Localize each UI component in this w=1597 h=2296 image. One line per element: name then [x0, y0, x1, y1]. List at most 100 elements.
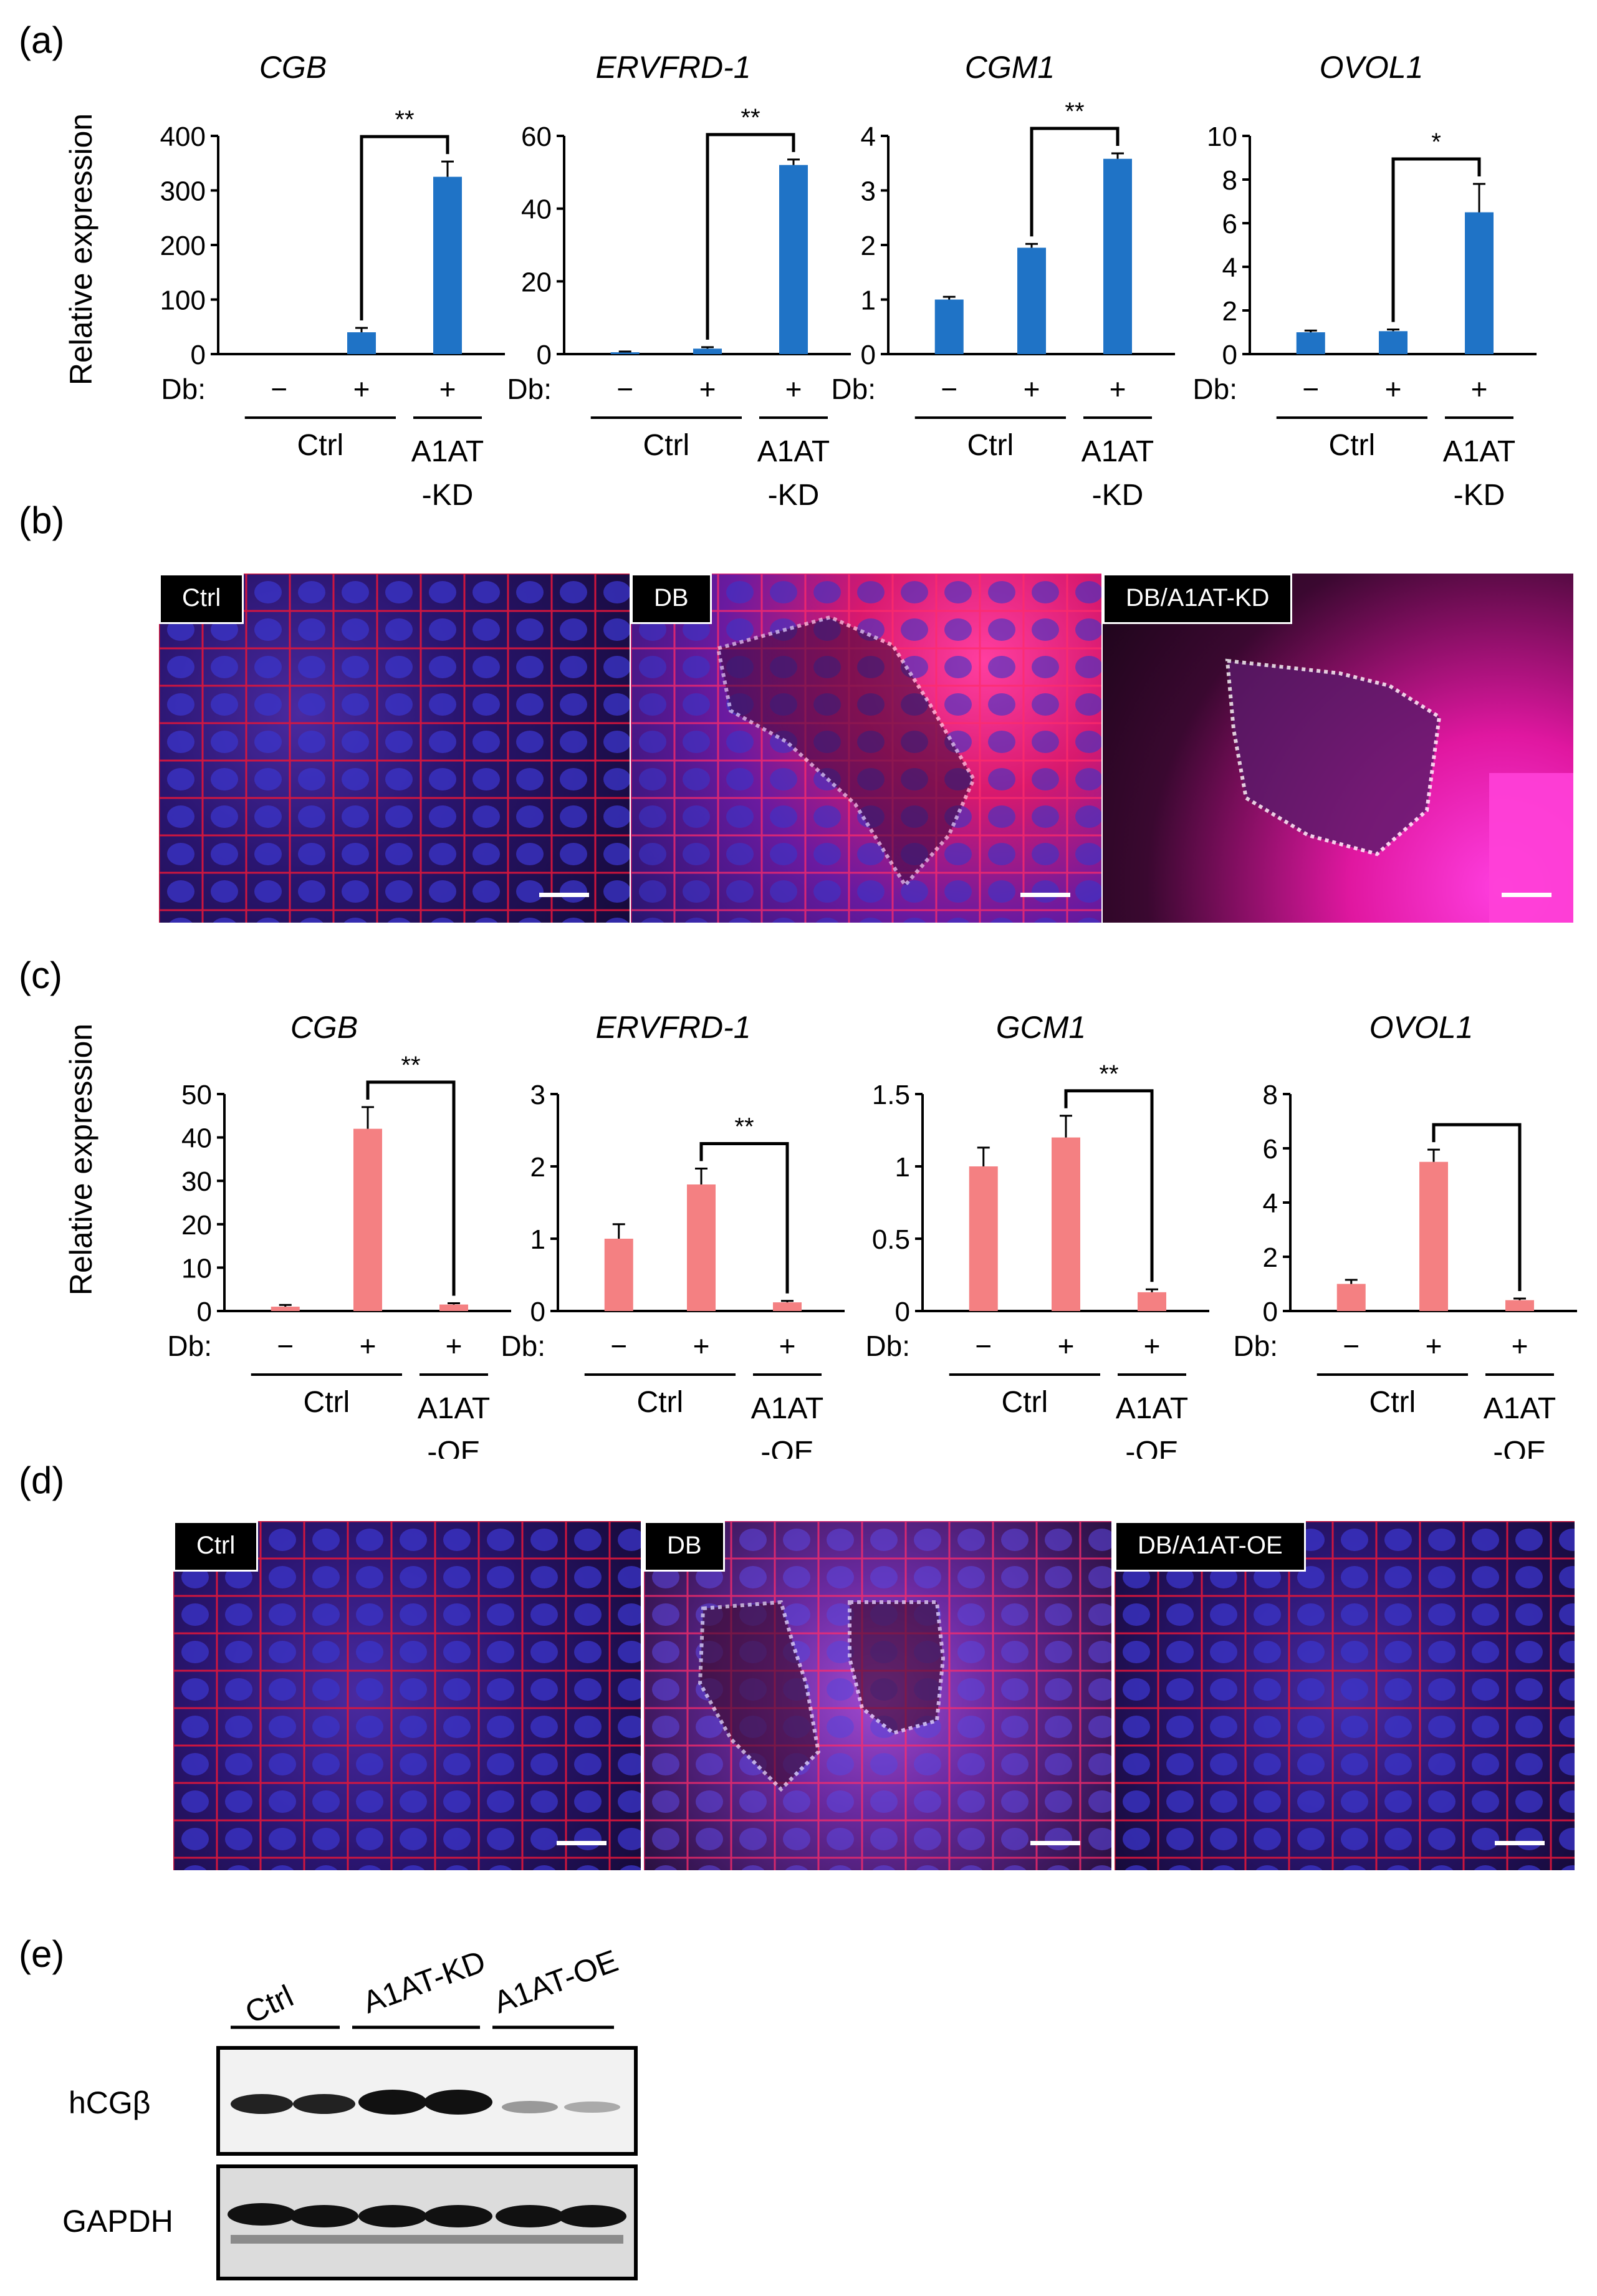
y-tick-label: 4	[1263, 1188, 1278, 1219]
db-label: Db:	[1233, 1330, 1278, 1362]
bar	[1052, 1137, 1080, 1311]
y-tick-label: 40	[181, 1123, 212, 1154]
bar	[1379, 331, 1408, 354]
db-label: Db:	[831, 373, 876, 405]
micrograph-label: DB/A1AT-KD	[1103, 574, 1293, 624]
y-tick-label: 1	[895, 1152, 910, 1183]
db-label: Db:	[501, 1330, 545, 1362]
bar	[1296, 332, 1325, 354]
bar	[969, 1166, 998, 1311]
group-label: A1AT	[418, 1392, 490, 1425]
y-tick-label: 2	[530, 1152, 545, 1183]
bar	[271, 1307, 300, 1311]
y-tick-label: 8	[1263, 1080, 1278, 1110]
y-tick-label: 3	[530, 1080, 545, 1110]
significance-bracket	[360, 135, 449, 320]
group-label: Ctrl	[297, 429, 344, 462]
condition-label: +	[699, 373, 716, 405]
significance-marker: **	[734, 1113, 754, 1140]
micrograph-label: DB	[631, 574, 712, 624]
syncytium-outline	[644, 1521, 1111, 1870]
chart-title: ERVFRD-1	[595, 50, 751, 85]
significance-bracket	[1432, 1123, 1522, 1291]
y-tick-label: 0	[537, 340, 552, 370]
condition-label: +	[1144, 1330, 1161, 1362]
y-tick-label: 30	[181, 1166, 212, 1197]
condition-label: +	[1110, 373, 1126, 405]
chart-title: GCM1	[996, 1010, 1086, 1045]
y-tick-label: 0	[895, 1297, 910, 1327]
condition-label: +	[1471, 373, 1488, 405]
significance-marker: **	[1099, 1060, 1118, 1088]
y-tick-label: 400	[160, 122, 206, 152]
bar	[1336, 1284, 1366, 1311]
condition-label: +	[1512, 1330, 1528, 1362]
condition-label: +	[360, 1330, 376, 1362]
group-label: Ctrl	[643, 429, 690, 462]
condition-label: +	[1058, 1330, 1075, 1362]
group-label: A1AT	[751, 1392, 823, 1425]
condition-label: −	[610, 1330, 627, 1362]
condition-label: +	[1385, 373, 1402, 405]
bar	[934, 299, 964, 354]
bar	[604, 1239, 633, 1311]
group-label: -KD	[768, 479, 820, 512]
y-tick-label: 200	[160, 231, 206, 261]
y-tick-label: 20	[521, 267, 552, 297]
panel-label-d: (d)	[19, 1459, 65, 1501]
bar	[347, 332, 376, 354]
chart-title: CGM1	[965, 50, 1055, 85]
bar	[433, 176, 462, 354]
micrograph-d-db: DB	[644, 1521, 1111, 1870]
bar	[439, 1304, 468, 1311]
y-tick-label: 0	[1222, 340, 1237, 370]
db-label: Db:	[1192, 373, 1237, 405]
y-tick-label: 100	[160, 286, 206, 316]
db-label: Db:	[865, 1330, 910, 1362]
condition-label: +	[439, 373, 456, 405]
y-tick-label: 0	[197, 1297, 212, 1327]
y-tick-label: 300	[160, 176, 206, 207]
y-tick-label: 2	[1263, 1242, 1278, 1273]
lane-label-a1at-oe: A1AT-OE	[489, 1943, 623, 2020]
db-label: Db:	[167, 1330, 212, 1362]
significance-bracket	[1030, 127, 1120, 237]
row-label-gapdh: GAPDH	[62, 2204, 173, 2239]
group-label: -KD	[1092, 479, 1144, 512]
bar	[353, 1128, 382, 1311]
condition-label: −	[1302, 373, 1319, 405]
y-tick-label: 6	[1222, 209, 1237, 239]
chart-title: ERVFRD-1	[595, 1010, 751, 1045]
y-tick-label: 20	[181, 1210, 212, 1241]
y-tick-label: 8	[1222, 165, 1237, 196]
group-label: -OE	[1493, 1436, 1546, 1459]
group-label: -OE	[760, 1436, 813, 1459]
significance-bracket	[706, 133, 795, 340]
condition-label: +	[446, 1330, 463, 1362]
y-tick-label: 40	[521, 195, 552, 225]
condition-label: −	[975, 1330, 992, 1362]
bar	[1419, 1161, 1448, 1311]
cell-membrane-pattern	[173, 1521, 641, 1870]
syncytium-outline	[631, 574, 1101, 923]
micrograph-b-db-kd: DB/A1AT-KD	[1103, 574, 1573, 923]
group-label: -OE	[427, 1436, 480, 1459]
condition-label: +	[693, 1330, 710, 1362]
group-label: A1AT	[1443, 435, 1515, 468]
chart-title: OVOL1	[1320, 50, 1424, 85]
chart-title: OVOL1	[1369, 1010, 1474, 1045]
panel-label-e: (e)	[19, 1933, 65, 1975]
condition-label: +	[353, 373, 370, 405]
micrograph-label: DB	[644, 1521, 725, 1572]
y-tick-label: 1	[861, 286, 876, 316]
significance-marker: **	[401, 1052, 420, 1079]
y-tick-label: 0	[861, 340, 876, 370]
group-label: A1AT	[1116, 1392, 1188, 1425]
condition-label: −	[1343, 1330, 1360, 1362]
group-label: Ctrl	[304, 1386, 350, 1419]
bar	[779, 165, 808, 354]
y-tick-label: 6	[1263, 1134, 1278, 1165]
chart-title: CGB	[259, 50, 327, 85]
bar	[1465, 212, 1494, 354]
